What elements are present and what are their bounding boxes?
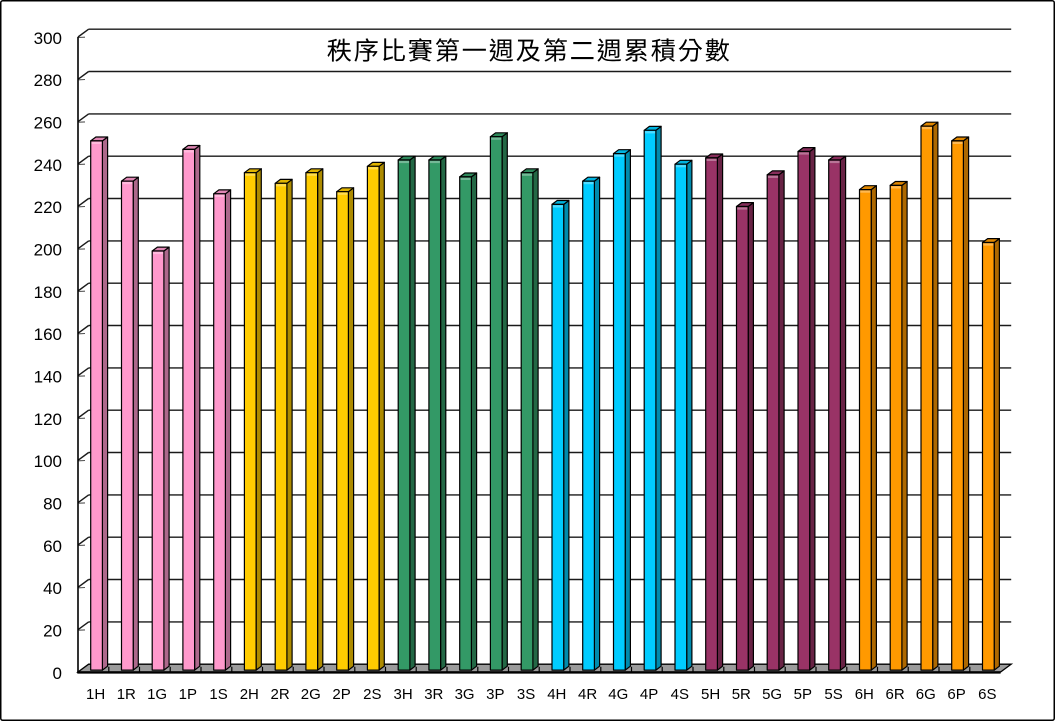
svg-text:120: 120 bbox=[34, 410, 62, 429]
svg-text:140: 140 bbox=[34, 368, 62, 387]
svg-text:1R: 1R bbox=[117, 686, 136, 703]
svg-text:3R: 3R bbox=[424, 686, 443, 703]
svg-text:200: 200 bbox=[34, 241, 62, 260]
svg-text:0: 0 bbox=[53, 664, 62, 683]
svg-text:260: 260 bbox=[34, 114, 62, 133]
svg-text:6P: 6P bbox=[947, 686, 965, 703]
svg-text:220: 220 bbox=[34, 198, 62, 217]
svg-text:100: 100 bbox=[34, 452, 62, 471]
svg-text:300: 300 bbox=[34, 29, 62, 48]
svg-text:1H: 1H bbox=[86, 686, 105, 703]
svg-text:3P: 3P bbox=[486, 686, 504, 703]
svg-text:1P: 1P bbox=[179, 686, 197, 703]
svg-text:4S: 4S bbox=[671, 686, 689, 703]
svg-text:4R: 4R bbox=[578, 686, 597, 703]
svg-text:240: 240 bbox=[34, 156, 62, 175]
svg-text:6H: 6H bbox=[855, 686, 874, 703]
svg-text:3G: 3G bbox=[455, 686, 475, 703]
svg-text:5H: 5H bbox=[701, 686, 720, 703]
svg-text:2H: 2H bbox=[240, 686, 259, 703]
svg-text:4H: 4H bbox=[547, 686, 566, 703]
svg-text:180: 180 bbox=[34, 283, 62, 302]
svg-text:40: 40 bbox=[43, 579, 62, 598]
svg-text:160: 160 bbox=[34, 325, 62, 344]
svg-text:2P: 2P bbox=[332, 686, 350, 703]
svg-text:5R: 5R bbox=[732, 686, 751, 703]
svg-text:1S: 1S bbox=[209, 686, 227, 703]
svg-text:6S: 6S bbox=[978, 686, 996, 703]
svg-text:2G: 2G bbox=[301, 686, 321, 703]
svg-text:3S: 3S bbox=[517, 686, 535, 703]
svg-text:5G: 5G bbox=[762, 686, 782, 703]
svg-text:280: 280 bbox=[34, 71, 62, 90]
svg-text:6G: 6G bbox=[916, 686, 936, 703]
svg-text:2S: 2S bbox=[363, 686, 381, 703]
svg-text:5S: 5S bbox=[824, 686, 842, 703]
svg-text:80: 80 bbox=[43, 495, 62, 514]
svg-text:3H: 3H bbox=[394, 686, 413, 703]
svg-text:5P: 5P bbox=[794, 686, 812, 703]
svg-text:6R: 6R bbox=[886, 686, 905, 703]
svg-text:2R: 2R bbox=[271, 686, 290, 703]
svg-text:4P: 4P bbox=[640, 686, 658, 703]
svg-text:20: 20 bbox=[43, 622, 62, 641]
svg-text:4G: 4G bbox=[608, 686, 628, 703]
svg-text:1G: 1G bbox=[147, 686, 167, 703]
svg-text:60: 60 bbox=[43, 537, 62, 556]
